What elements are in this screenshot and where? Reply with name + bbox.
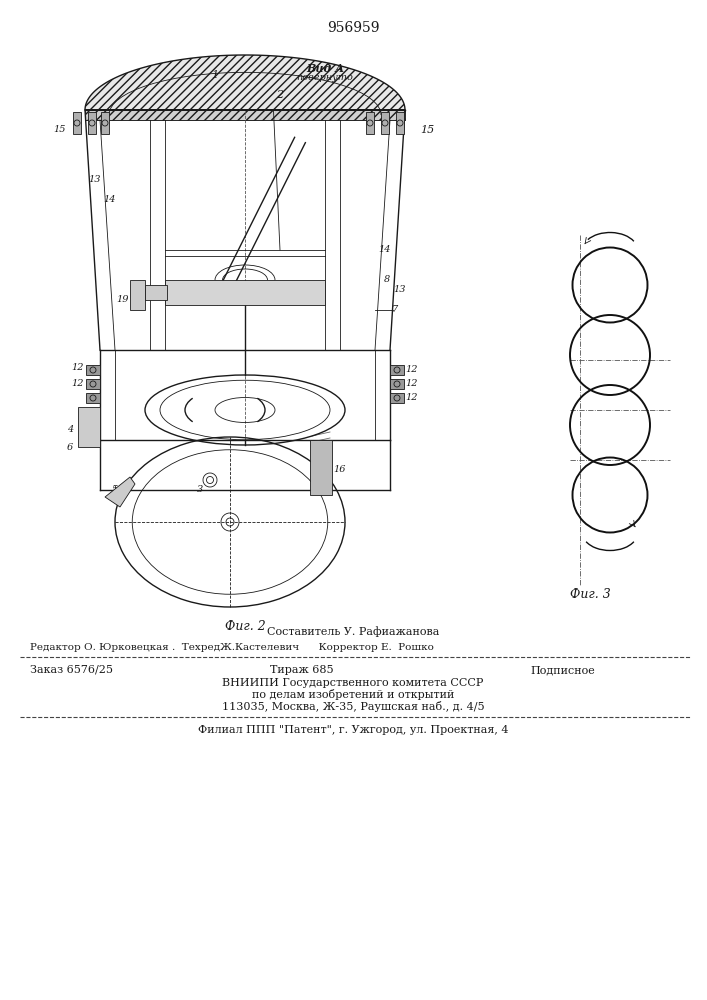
Bar [73,112,81,134]
Bar [165,280,325,305]
Text: 15: 15 [54,125,66,134]
Text: Филиал ППП "Патент", г. Ужгород, ул. Проектная, 4: Филиал ППП "Патент", г. Ужгород, ул. Про… [198,725,508,735]
Text: 12: 12 [406,365,419,374]
Bar [86,379,100,389]
Bar [101,112,109,134]
Bar [366,112,374,134]
Text: 956959: 956959 [327,21,379,35]
Text: 1: 1 [211,70,218,80]
Bar [86,393,100,403]
Text: Тираж 685: Тираж 685 [270,665,334,675]
Text: Вид А: Вид А [306,62,344,74]
Text: 13: 13 [394,286,407,294]
Text: 7: 7 [392,306,398,314]
Bar [88,112,96,134]
Text: ВНИИПИ Государственного комитета СССР: ВНИИПИ Государственного комитета СССР [222,678,484,688]
Text: Заказ 6576/25: Заказ 6576/25 [30,665,113,675]
Polygon shape [85,55,405,110]
Text: 4: 4 [67,426,73,434]
Text: Фиг. 2: Фиг. 2 [225,620,265,634]
Text: 12: 12 [406,393,419,402]
Polygon shape [105,477,135,507]
Text: Редактор О. Юрковецкая .  ТехредЖ.Кастелевич      Корректор Е.  Рошко: Редактор О. Юрковецкая . ТехредЖ.Кастеле… [30,643,434,652]
Text: 16: 16 [334,466,346,475]
Text: 14: 14 [104,196,116,205]
Bar [78,407,100,447]
Text: 12: 12 [406,379,419,388]
Text: 12: 12 [71,379,84,388]
Text: 5: 5 [112,486,118,494]
Text: 15: 15 [420,125,434,135]
Bar [396,112,404,134]
Text: повернуто: повернуто [296,73,354,82]
Text: 113035, Москва, Ж-35, Раушская наб., д. 4/5: 113035, Москва, Ж-35, Раушская наб., д. … [222,702,484,712]
Text: 2: 2 [276,90,284,100]
Bar [86,365,100,375]
Text: 6: 6 [67,442,73,452]
Text: 13: 13 [89,176,101,184]
Polygon shape [217,287,230,305]
Text: Составитель У. Рафиажанова: Составитель У. Рафиажанова [267,627,439,637]
Text: 14: 14 [379,245,391,254]
Text: 12: 12 [71,362,84,371]
Text: 19: 19 [117,296,129,304]
Text: Фиг. 3: Фиг. 3 [570,588,610,601]
Text: Подписное: Подписное [530,665,595,675]
Bar [390,379,404,389]
Bar [130,280,145,310]
Text: 18: 18 [134,280,146,290]
Text: 8: 8 [384,275,390,284]
Bar [390,365,404,375]
Text: 3: 3 [197,486,203,494]
Text: по делам изобретений и открытий: по делам изобретений и открытий [252,690,454,700]
Polygon shape [85,110,405,120]
Bar [381,112,389,134]
Bar [390,393,404,403]
Bar [145,285,167,300]
Bar [310,440,332,495]
